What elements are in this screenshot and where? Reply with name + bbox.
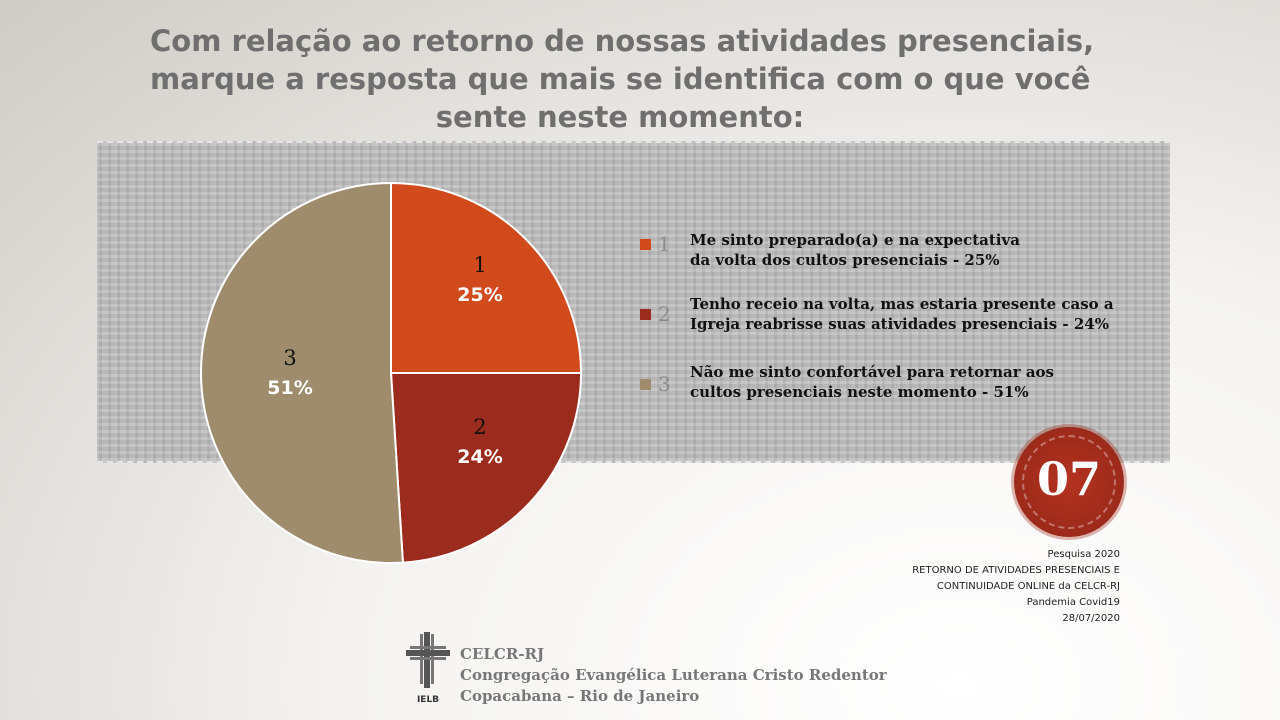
slice-label-2: 2 24% (440, 412, 520, 472)
pie-slice-3 (200, 181, 404, 564)
legend-swatch-2 (640, 309, 651, 320)
legend-1-line-1: Me sinto preparado(a) e na expectativa (690, 231, 1020, 249)
legend-text-1: Me sinto preparado(a) e na expectativa d… (690, 230, 1130, 270)
footer-line-1: CELCR-RJ (460, 645, 545, 663)
source-line-4: Pandemia Covid19 (1026, 597, 1120, 608)
legend-number-3: 3 (658, 372, 671, 396)
slice-label-3: 3 51% (250, 343, 330, 403)
footer-line-2: Congregação Evangélica Luterana Cristo R… (460, 666, 887, 684)
pie-slice-2 (389, 372, 583, 564)
title-line-3: sente neste momento: (435, 100, 805, 134)
source-line-3: CONTINUIDADE ONLINE da CELCR-RJ (936, 581, 1120, 592)
slide-number-badge: 07 (1014, 427, 1124, 537)
footer-church-info: CELCR-RJ Congregação Evangélica Luterana… (460, 644, 887, 707)
legend-number-2: 2 (658, 302, 671, 326)
source-line-1: Pesquisa 2020 (1047, 549, 1120, 560)
legend-number-1: 1 (658, 232, 671, 256)
legend-text-3: Não me sinto confortável para retornar a… (690, 362, 1130, 402)
pie-slice-1 (390, 181, 583, 374)
slice-label-1: 1 25% (440, 250, 520, 310)
legend-3-line-2: cultos presenciais neste momento - 51% (690, 383, 1029, 401)
logo-text: IELB (417, 695, 439, 705)
title-line-1: Com relação ao retorno de nossas ativida… (150, 24, 1095, 58)
source-line-2: RETORNO DE ATIVIDADES PRESENCIAIS E (912, 565, 1120, 576)
title-line-2: marque a resposta que mais se identifica… (150, 62, 1091, 96)
legend-3-line-1: Não me sinto confortável para retornar a… (690, 363, 1054, 381)
slice-3-number: 3 (283, 346, 297, 370)
legend-text-2: Tenho receio na volta, mas estaria prese… (690, 294, 1130, 334)
legend-1-line-2: da volta dos cultos presenciais - 25% (690, 251, 1000, 269)
legend-2-line-2: Igreja reabrisse suas atividades presenc… (690, 315, 1109, 333)
slice-2-percent: 24% (457, 446, 503, 468)
ielb-cross-logo: IELB (406, 632, 450, 705)
survey-source-note: Pesquisa 2020 RETORNO DE ATIVIDADES PRES… (912, 547, 1120, 627)
slice-2-number: 2 (473, 415, 487, 439)
slide-title: Com relação ao retorno de nossas ativida… (150, 22, 1095, 136)
legend-2-line-1: Tenho receio na volta, mas estaria prese… (690, 295, 1114, 313)
badge-number: 07 (1036, 452, 1101, 506)
slice-1-percent: 25% (457, 284, 503, 306)
footer-line-3: Copacabana – Rio de Janeiro (460, 687, 700, 705)
slice-3-percent: 51% (267, 377, 313, 399)
badge-ring (1022, 435, 1116, 529)
legend-swatch-1 (640, 239, 651, 250)
source-line-5: 28/07/2020 (1062, 613, 1120, 624)
slice-1-number: 1 (473, 253, 487, 277)
legend-swatch-3 (640, 379, 651, 390)
